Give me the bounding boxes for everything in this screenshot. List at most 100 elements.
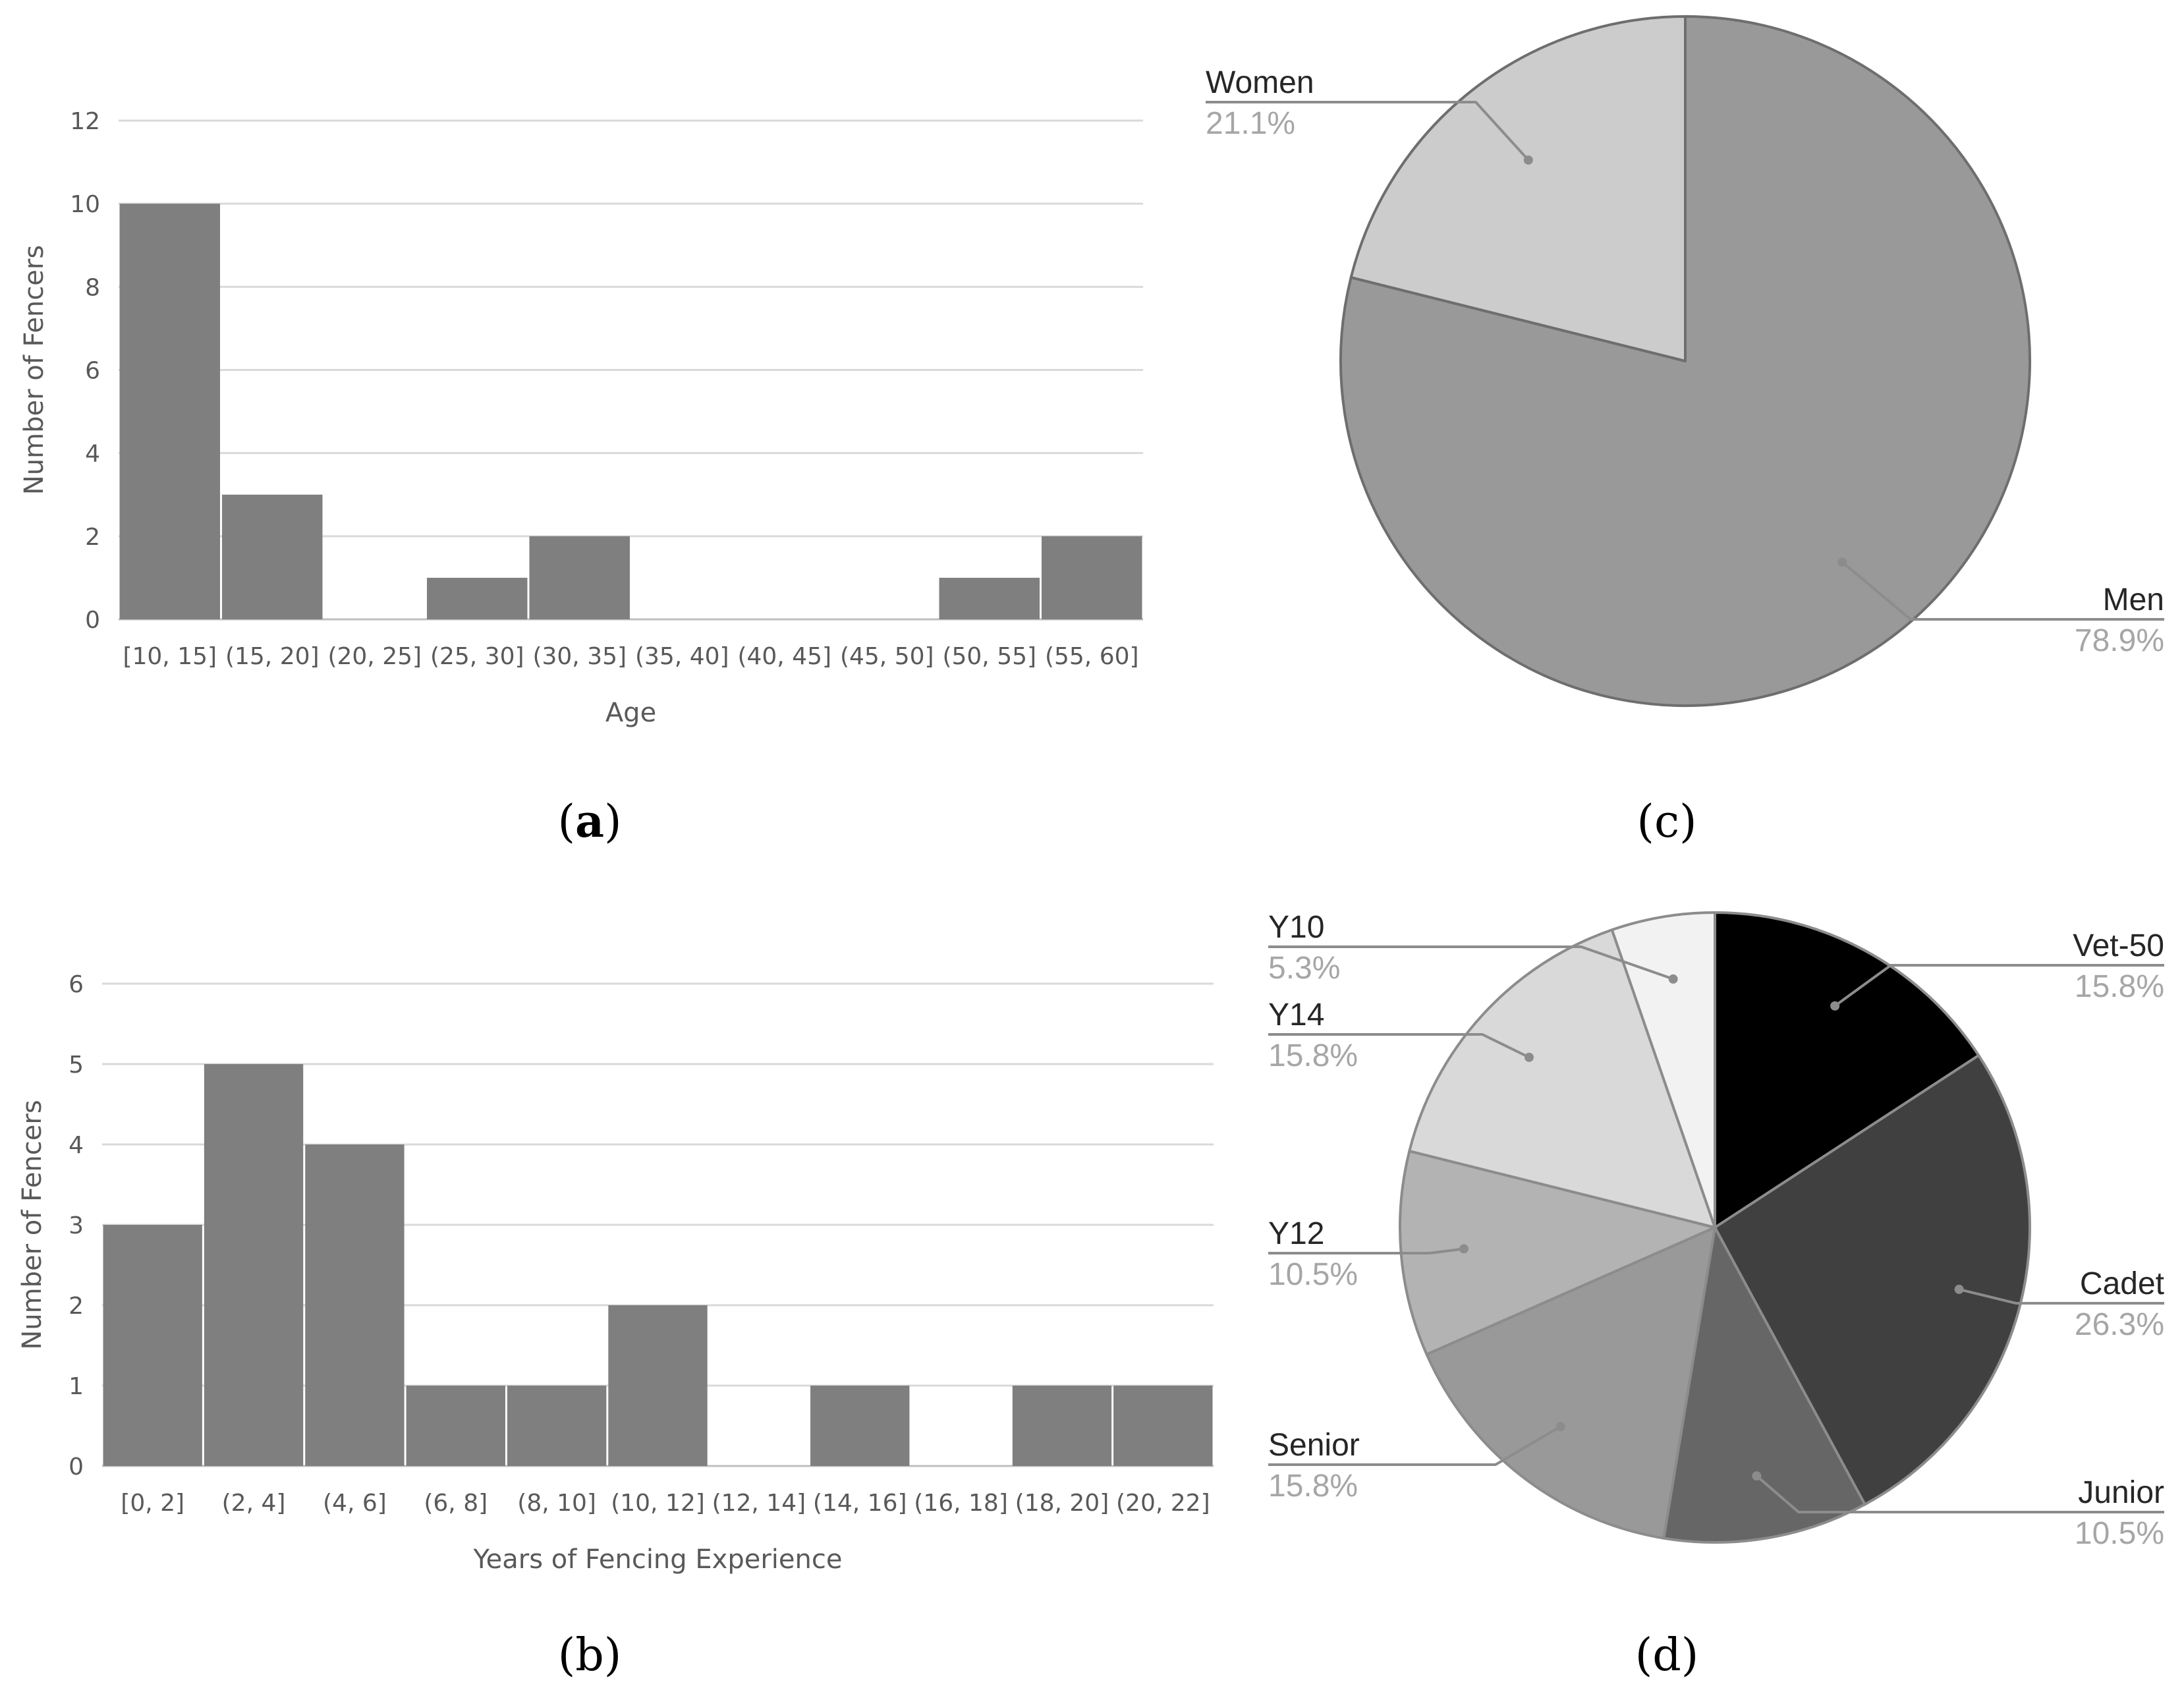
x-tick-label: (35, 40] <box>635 643 729 670</box>
y-tick-label: 10 <box>70 191 100 218</box>
x-tick-label: (18, 20] <box>1015 1490 1109 1517</box>
histogram-bar <box>305 1144 405 1466</box>
age-histogram: 0 2 4 6 8 10 12 [10, 15] (15, 20] (20, 25] (25, 30… <box>19 108 1143 728</box>
x-tick-label: (20, 25] <box>327 643 422 670</box>
leader-dot <box>1837 557 1847 567</box>
histogram-bar <box>406 1386 505 1466</box>
pie-label-percent: 15.8% <box>1268 1038 1358 1073</box>
leader-dot <box>1523 155 1533 165</box>
leader-dot <box>1459 1244 1469 1254</box>
experience-histogram: 0 1 2 3 4 5 6 [0, 2] (2, 4] (4, 6] (6, 8] (8, 10] (1… <box>17 971 1214 1575</box>
x-axis-title: Years of Fencing Experience <box>473 1544 843 1575</box>
x-tick-label: (4, 6] <box>323 1490 387 1517</box>
histogram-bar <box>427 577 528 619</box>
leader-line <box>1268 945 1674 980</box>
histogram-bar <box>810 1386 910 1466</box>
panel-label-a: (a) <box>557 795 621 848</box>
histogram-bar <box>608 1305 708 1466</box>
histogram-bar <box>939 577 1040 619</box>
x-tick-label: (45, 50] <box>840 643 934 670</box>
y-axis-title: Number of Fencers <box>17 1100 47 1349</box>
x-tick-label: (20, 22] <box>1116 1490 1210 1517</box>
x-tick-label: (55, 60] <box>1045 643 1139 670</box>
panel-label-c: (c) <box>1637 796 1696 848</box>
leader-dot <box>1954 1284 1964 1294</box>
x-tick-label: (25, 30] <box>430 643 524 670</box>
gender-pie-chart: Men 78.9% Women 21.1% <box>1206 15 2164 707</box>
pie-slice-senior <box>1425 1226 1716 1540</box>
histogram-bar <box>529 536 630 619</box>
histogram-bar <box>1113 1386 1213 1466</box>
y-tick-label: 0 <box>85 607 100 634</box>
pie-label-name: Junior <box>2078 1475 2164 1510</box>
y-tick-label: 6 <box>69 971 84 998</box>
pie-label-percent: 5.3% <box>1268 951 1340 986</box>
pie-slice-y10 <box>1610 911 1716 1229</box>
x-tick-label: (12, 14] <box>712 1490 806 1517</box>
pie-label-name: Senior <box>1268 1428 1360 1463</box>
pie-label-name: Women <box>1206 65 1314 100</box>
pie-label-name: Y14 <box>1268 998 1324 1032</box>
x-tick-label: (15, 20] <box>225 643 320 670</box>
y-tick-label: 5 <box>69 1052 84 1079</box>
histogram-bar <box>103 1225 202 1466</box>
leader-line <box>1959 1287 2164 1305</box>
pie-label-percent: 10.5% <box>2075 1516 2164 1551</box>
leader-line <box>1268 1425 1561 1466</box>
pie-label-name: Men <box>2103 582 2164 617</box>
category-pie-chart: Vet-50 15.8% Cadet 26.3% Junior 10.5% Senior 15… <box>1268 910 2164 1551</box>
leader-line <box>1756 1475 2164 1513</box>
pie-label-percent: 26.3% <box>2075 1307 2164 1342</box>
leader-line <box>1834 964 2164 1007</box>
leader-line <box>1268 1033 1530 1059</box>
pie-label-percent: 78.9% <box>2075 623 2164 658</box>
x-axis-title: Age <box>605 698 656 728</box>
x-tick-label: (16, 18] <box>914 1490 1008 1517</box>
x-tick-label: (6, 8] <box>424 1490 488 1517</box>
x-tick-label: (40, 45] <box>737 643 831 670</box>
x-tick-label: (14, 16] <box>813 1490 907 1517</box>
y-tick-label: 0 <box>69 1453 84 1480</box>
pie-label-name: Vet-50 <box>2073 928 2164 963</box>
pie-label-percent: 15.8% <box>1268 1469 1358 1504</box>
leader-line <box>1841 561 2164 621</box>
x-tick-label: (50, 55] <box>942 643 1036 670</box>
pie-slice-y14 <box>1408 928 1716 1229</box>
y-tick-label: 6 <box>85 358 100 385</box>
y-tick-label: 4 <box>85 441 100 468</box>
y-tick-label: 8 <box>85 274 100 301</box>
pie-label-name: Y10 <box>1268 910 1324 945</box>
histogram-bar <box>222 494 323 619</box>
pie-label-name: Cadet <box>2080 1266 2164 1301</box>
histogram-bar <box>1042 536 1142 619</box>
histogram-bar <box>119 204 220 620</box>
leader-dot <box>1668 974 1678 984</box>
panel-label-b: (b) <box>558 1629 622 1681</box>
pie-label-percent: 15.8% <box>2075 969 2164 1004</box>
x-tick-label: (2, 4] <box>222 1490 286 1517</box>
pie-label-percent: 21.1% <box>1206 106 1295 141</box>
x-tick-label: (10, 12] <box>611 1490 705 1517</box>
histogram-bar <box>507 1386 607 1466</box>
y-tick-label: 1 <box>69 1373 84 1400</box>
pie-slice-cadet <box>1714 1054 2031 1506</box>
x-tick-label: (8, 10] <box>517 1490 596 1517</box>
y-tick-label: 3 <box>69 1212 84 1239</box>
histogram-bar <box>204 1064 304 1466</box>
pie-label-percent: 10.5% <box>1268 1257 1358 1292</box>
y-tick-label: 12 <box>70 108 100 135</box>
leader-dot <box>1752 1471 1762 1481</box>
histogram-bar <box>1012 1386 1112 1466</box>
panel-label-d: (d) <box>1635 1629 1699 1681</box>
x-tick-label: (30, 35] <box>532 643 627 670</box>
y-tick-label: 4 <box>69 1132 84 1159</box>
x-tick-label: [10, 15] <box>123 643 217 670</box>
y-axis-title: Number of Fencers <box>19 245 49 495</box>
leader-dot <box>1524 1052 1534 1062</box>
leader-line <box>1206 101 1530 161</box>
leader-dot <box>1555 1422 1565 1432</box>
pie-slice-women <box>1349 15 1687 362</box>
pie-slice-vet-50 <box>1714 911 1980 1229</box>
y-tick-label: 2 <box>69 1293 84 1320</box>
